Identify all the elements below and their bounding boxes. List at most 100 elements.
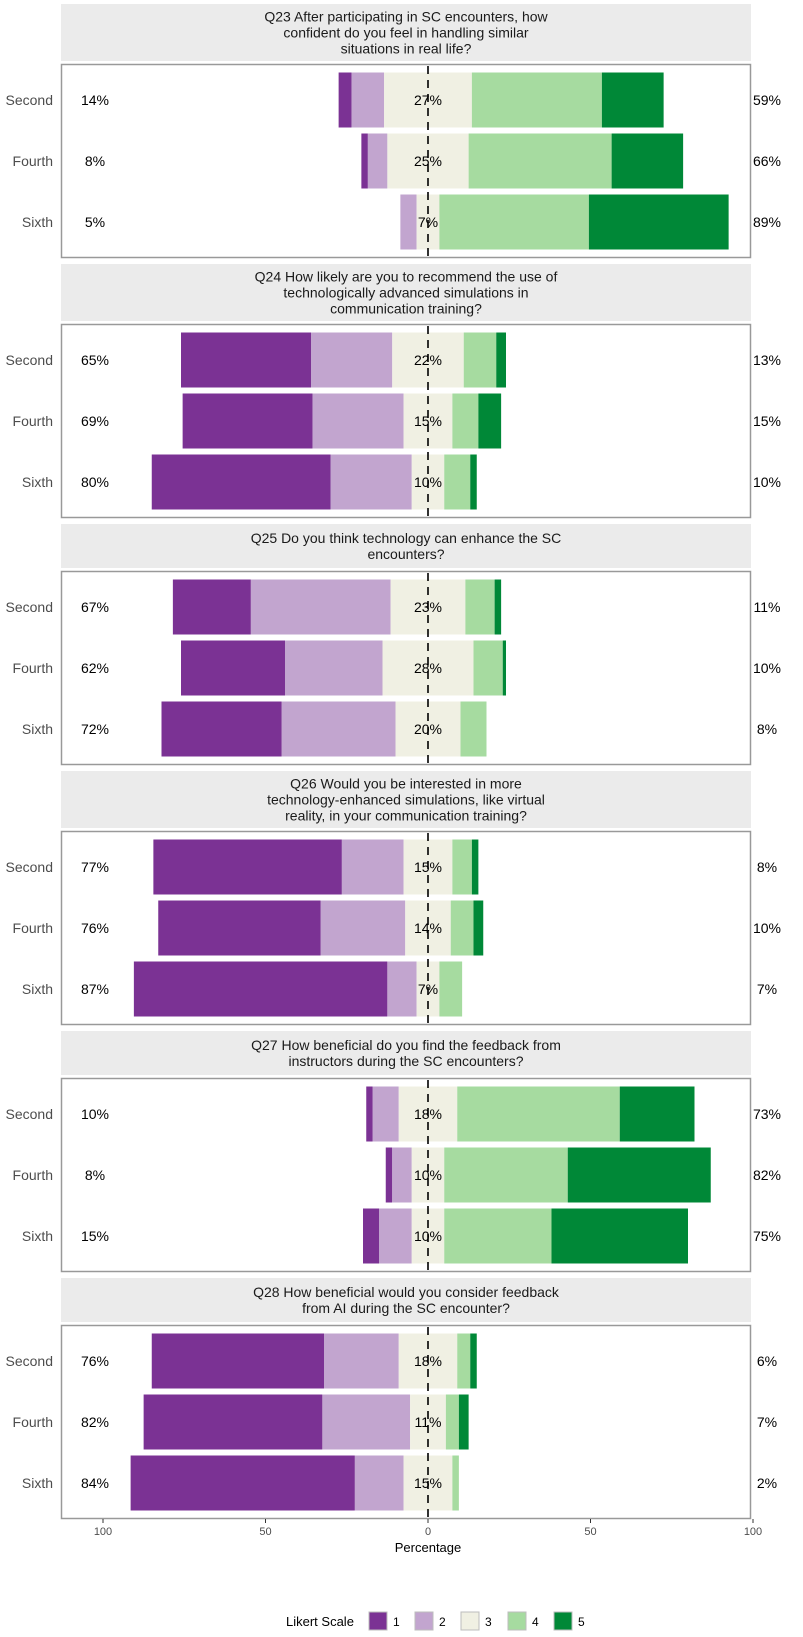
pct-label-right: 7% [757,981,777,997]
panel-title-line: confident do you feel in handling simila… [283,25,528,41]
bar-segment-level-2 [311,332,393,388]
pct-label-left: 87% [81,981,109,997]
bar-segment-level-1 [151,454,331,510]
bar-segment-level-5 [496,332,506,388]
pct-label-mid: 28% [414,660,442,676]
bar-segment-level-4 [473,640,503,696]
bar-segment-level-1 [181,332,311,388]
row-label: Fourth [13,1414,53,1430]
x-tick-label: 100 [94,1526,112,1538]
row-label: Sixth [22,1228,53,1244]
row-label: Sixth [22,1475,53,1491]
bar-segment-level-1 [385,1147,393,1203]
bar-segment-level-2 [392,1147,412,1203]
pct-label-left: 67% [81,599,109,615]
bar-segment-level-4 [439,961,463,1017]
pct-label-mid: 10% [414,1167,442,1183]
bar-segment-level-4 [444,454,471,510]
bar-segment-level-2 [330,454,412,510]
row-label: Sixth [22,474,53,490]
bar-segment-level-5 [611,133,684,189]
bar-segment-level-1 [361,133,368,189]
bar-segment-level-5 [473,900,484,956]
pct-label-right: 15% [753,413,781,429]
bar-segment-level-2 [324,1333,399,1389]
bar-segment-level-1 [153,839,342,895]
pct-label-right: 6% [757,1353,777,1369]
pct-label-left: 10% [81,1106,109,1122]
pct-label-right: 11% [754,599,781,615]
panel-strip [61,524,751,568]
bar-segment-level-5 [551,1208,688,1264]
legend-key-1 [368,1611,388,1631]
panel-title-line: reality, in your communication training? [285,808,527,824]
bar-segment-level-4 [444,1147,568,1203]
pct-label-left: 80% [81,474,109,490]
row-label: Sixth [22,214,53,230]
bar-segment-level-5 [601,72,664,128]
bar-segment-level-2 [320,900,406,956]
panel-strip [61,1278,751,1322]
bar-segment-level-1 [182,393,313,449]
bar-segment-level-2 [322,1394,411,1450]
pct-label-right: 7% [757,1414,777,1430]
legend-label: 1 [393,1615,400,1629]
panel-title-line: communication training? [330,301,482,317]
panel-strip [61,771,751,828]
pct-label-left: 8% [85,1167,105,1183]
bar-segment-level-4 [452,393,479,449]
panel-title-line: technology-enhanced simulations, like vi… [267,792,545,808]
bar-segment-level-4 [460,701,487,757]
bar-segment-level-5 [471,839,479,895]
panel-strip [61,264,751,321]
legend-label: 3 [485,1615,492,1629]
pct-label-left: 84% [81,1475,109,1491]
bar-segment-level-5 [588,194,729,250]
bar-segment-level-1 [161,701,282,757]
bar-segment-level-5 [478,393,502,449]
bar-segment-level-2 [351,72,385,128]
x-tick-label: 100 [744,1526,762,1538]
pct-label-left: 82% [81,1414,109,1430]
bar-segment-level-1 [133,961,388,1017]
panel-title-line: instructors during the SC encounters? [288,1053,523,1069]
row-label: Fourth [13,413,53,429]
x-tick-label: 0 [425,1526,431,1538]
pct-label-left: 15% [81,1228,109,1244]
bar-segment-level-1 [158,900,321,956]
bar-segment-level-2 [250,579,391,635]
pct-label-left: 62% [81,660,109,676]
bar-segment-level-2 [312,393,404,449]
panel-strip [61,4,751,61]
panel-title-line: Q28 How beneficial would you consider fe… [253,1284,560,1300]
pct-label-right: 8% [757,721,777,737]
row-label: Sixth [22,721,53,737]
pct-label-left: 77% [81,859,109,875]
bar-segment-level-2 [354,1455,404,1511]
legend-label: 4 [532,1615,539,1629]
bar-segment-level-5 [470,1333,477,1389]
x-tick-label: 50 [584,1526,596,1538]
pct-label-right: 66% [753,153,781,169]
bar-segment-level-2 [379,1208,412,1264]
bar-segment-level-4 [457,1086,620,1142]
x-axis-title: Percentage [395,1540,462,1555]
bar-segment-level-1 [338,72,352,128]
panel-title-line: technologically advanced simulations in [283,285,528,301]
pct-label-mid: 15% [414,413,442,429]
pct-label-right: 73% [753,1106,781,1122]
bar-segment-level-2 [367,133,388,189]
bar-segment-level-4 [465,579,495,635]
pct-label-mid: 14% [414,920,442,936]
legend-key-3 [460,1611,480,1631]
pct-label-right: 89% [753,214,781,230]
panel-title-line: situations in real life? [341,41,472,57]
pct-label-left: 69% [81,413,109,429]
bar-segment-level-1 [130,1455,355,1511]
bar-segment-level-4 [468,133,612,189]
pct-label-left: 76% [81,1353,109,1369]
panel-title-line: Q24 How likely are you to recommend the … [255,269,558,285]
bar-segment-level-4 [450,900,474,956]
bar-segment-level-5 [470,454,477,510]
panel-title-line: Q25 Do you think technology can enhance … [251,530,562,546]
